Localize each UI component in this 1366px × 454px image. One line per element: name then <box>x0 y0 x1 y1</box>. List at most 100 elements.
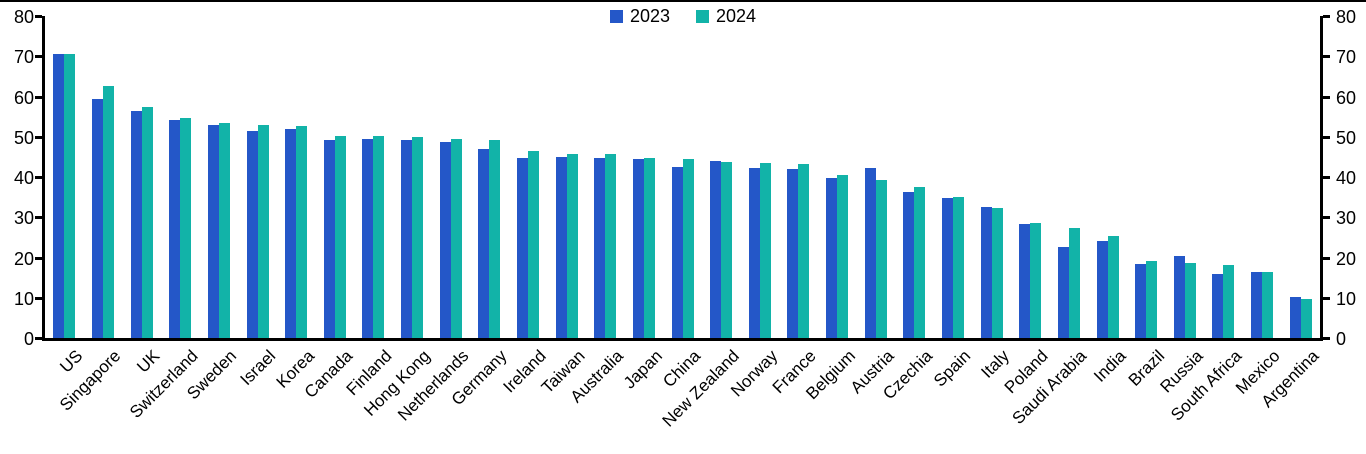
bar-2023-australia <box>594 157 606 338</box>
bar-2023-hong-kong <box>401 139 413 338</box>
bar-2024-korea <box>296 126 308 338</box>
legend-item-2023: 2023 <box>609 6 670 26</box>
bar-2024-uk <box>141 107 153 338</box>
bar-2023-belgium <box>826 178 838 338</box>
y-axis-tick-label-right: 30 <box>1336 208 1357 229</box>
y-tick-right <box>1323 256 1330 260</box>
bar-2024-israel <box>257 125 269 338</box>
x-axis-category-label-text: India <box>1089 346 1130 386</box>
bar-2023-sweden <box>207 124 219 338</box>
y-tick-right <box>1323 296 1330 300</box>
y-tick-left <box>35 337 42 340</box>
x-axis-category-label-text: Israel <box>236 346 280 390</box>
bar-2024-saudi-arabia <box>1068 228 1080 338</box>
bar-2023-austria <box>864 167 876 338</box>
y-axis-tick-label-right: 0 <box>1336 329 1347 349</box>
y-tick-right <box>1323 15 1330 18</box>
bar-2024-taiwan <box>566 153 578 338</box>
y-axis-tick-label-left: 10 <box>13 288 34 309</box>
bar-2024-germany <box>489 140 501 338</box>
legend-swatch-2024-icon <box>696 9 709 23</box>
legend-label-2023: 2023 <box>629 6 670 26</box>
bar-2023-canada <box>323 139 335 338</box>
y-axis-tick-label-left: 60 <box>13 87 34 108</box>
bar-2024-south-africa <box>1223 264 1235 338</box>
bar-2024-switzerland <box>180 118 192 338</box>
bar-2024-russia <box>1184 262 1196 338</box>
bar-2024-finland <box>373 135 385 338</box>
bar-2023-brazil <box>1135 263 1147 338</box>
y-axis-tick-label-left: 40 <box>13 168 34 188</box>
bar-2023-south-africa <box>1212 274 1224 338</box>
bar-2023-argentina <box>1289 296 1301 338</box>
legend: 2023 2024 <box>0 7 1366 25</box>
bar-2024-australia <box>605 154 617 338</box>
y-axis-tick-label-right: 60 <box>1336 87 1357 108</box>
bar-2023-korea <box>285 128 297 338</box>
bar-2023-norway <box>748 168 760 338</box>
bar-2024-france <box>798 164 810 338</box>
y-tick-left <box>35 95 42 99</box>
y-axis-tick-label-right: 70 <box>1336 47 1357 68</box>
bar-2024-sweden <box>218 123 230 338</box>
bar-2024-ireland <box>527 151 539 338</box>
bar-2024-czechia <box>914 187 926 338</box>
x-axis-category-label-text: US <box>55 346 87 377</box>
bar-2023-new-zealand <box>710 160 722 338</box>
bar-2024-poland <box>1030 222 1042 338</box>
bar-2024-spain <box>952 197 964 338</box>
bar-2024-canada <box>334 135 346 338</box>
y-tick-left <box>35 216 42 220</box>
y-axis-tick-label-right: 20 <box>1336 248 1357 269</box>
bar-2023-spain <box>941 198 953 338</box>
bar-2024-mexico <box>1262 271 1274 338</box>
top-border-line <box>0 0 1366 2</box>
y-tick-right <box>1323 337 1330 340</box>
x-axis-category-label-text: Spain <box>930 346 975 391</box>
bar-2024-japan <box>643 157 655 338</box>
bar-2023-india <box>1096 240 1108 338</box>
bar-2024-austria <box>875 179 887 338</box>
bar-2024-us <box>64 54 76 338</box>
bar-2023-israel <box>246 130 258 338</box>
bar-2023-us <box>53 54 65 338</box>
y-axis-tick-label-right: 80 <box>1336 7 1357 27</box>
bar-2024-belgium <box>837 175 849 338</box>
bar-2023-poland <box>1019 224 1031 338</box>
y-tick-right <box>1323 176 1330 179</box>
bar-2023-saudi-arabia <box>1057 247 1069 338</box>
y-axis-right <box>1320 16 1323 341</box>
y-tick-left <box>35 296 42 300</box>
bar-2023-finland <box>362 138 374 338</box>
bar-2023-singapore <box>91 98 103 338</box>
y-axis-tick-label-right: 40 <box>1336 168 1357 188</box>
bar-2024-norway <box>759 163 771 338</box>
bar-2024-brazil <box>1146 260 1158 338</box>
bar-2024-netherlands <box>450 139 462 338</box>
y-tick-left <box>35 135 42 139</box>
x-axis-category-label-text: UK <box>133 346 164 377</box>
bar-2023-italy <box>980 206 992 338</box>
bar-2024-india <box>1107 236 1119 338</box>
bar-2023-netherlands <box>439 141 451 338</box>
bar-2023-france <box>787 168 799 338</box>
bar-2024-italy <box>991 208 1003 338</box>
y-tick-left <box>35 55 42 59</box>
y-axis-tick-label-left: 70 <box>13 47 34 68</box>
bar-2023-germany <box>478 148 490 338</box>
x-axis <box>42 338 1323 341</box>
legend-label-2024: 2024 <box>716 6 757 26</box>
bar-2023-japan <box>632 159 644 338</box>
bar-2023-ireland <box>516 158 528 338</box>
bar-2024-hong-kong <box>412 136 424 338</box>
y-axis-left <box>42 16 45 341</box>
y-axis-tick-label-left: 20 <box>13 248 34 269</box>
bar-2023-czechia <box>903 191 915 338</box>
y-tick-right <box>1323 216 1330 220</box>
y-axis-tick-label-left: 50 <box>13 127 34 148</box>
bar-2023-uk <box>130 110 142 338</box>
y-axis-tick-label-right: 10 <box>1336 288 1357 309</box>
y-axis-tick-label-right: 50 <box>1336 127 1357 148</box>
bar-2023-mexico <box>1251 271 1263 338</box>
